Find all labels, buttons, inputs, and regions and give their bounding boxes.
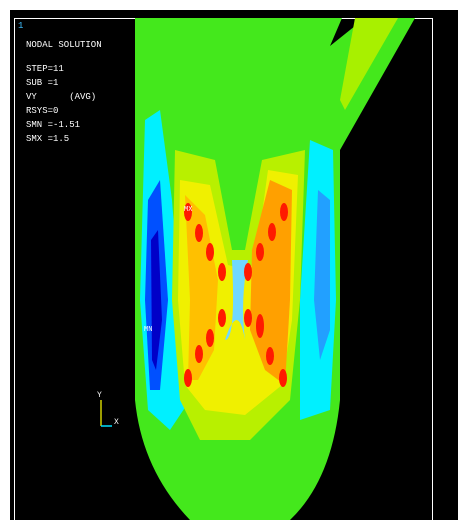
page: 1 NODAL SOLUTION STEP=11 SUB =1 VY (AVG) RS… bbox=[0, 0, 466, 520]
info-line: SUB =1 bbox=[26, 78, 58, 88]
result-title: NODAL SOLUTION bbox=[26, 40, 102, 50]
info-line: SMN =-1.51 bbox=[26, 120, 80, 130]
ansys-viewport: 1 NODAL SOLUTION STEP=11 SUB =1 VY (AVG) RS… bbox=[0, 0, 466, 520]
triad-x-label: X bbox=[114, 418, 119, 427]
info-line: RSYS=0 bbox=[26, 106, 58, 116]
triad-y-label: Y bbox=[97, 391, 102, 400]
info-line: SMX =1.5 bbox=[26, 134, 69, 144]
max-label: MX bbox=[184, 206, 193, 214]
min-label: MN bbox=[144, 326, 152, 334]
info-line: VY (AVG) bbox=[26, 92, 96, 102]
info-line: STEP=11 bbox=[26, 64, 64, 74]
window-number: 1 bbox=[18, 21, 23, 31]
